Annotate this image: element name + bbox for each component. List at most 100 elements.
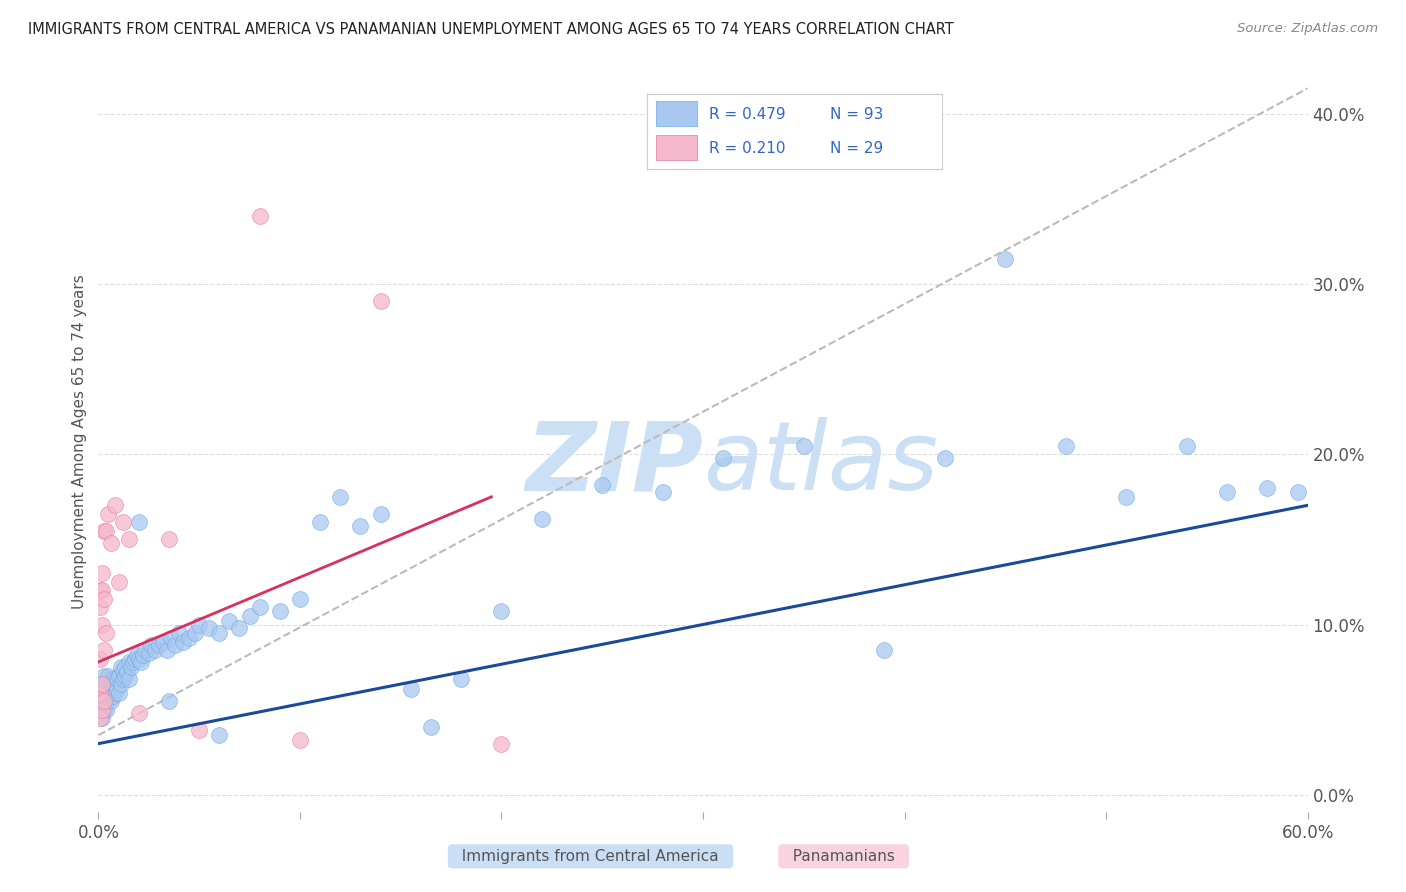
Point [793, 439, 815, 453]
Point [107, 685, 129, 699]
Point [399, 682, 422, 697]
Point [89, 694, 111, 708]
Point [118, 655, 141, 669]
Point [530, 512, 553, 526]
Bar [655, 101, 697, 127]
Text: Source: ZipAtlas.com: Source: ZipAtlas.com [1237, 22, 1378, 36]
Point [93, 703, 115, 717]
Point [105, 672, 128, 686]
Point [97, 507, 120, 521]
Point [93, 668, 115, 682]
Point [1286, 484, 1309, 499]
Point [103, 677, 125, 691]
Point [91, 677, 114, 691]
Point [329, 490, 352, 504]
Point [89, 600, 111, 615]
Point [156, 643, 179, 657]
Point [96, 694, 118, 708]
Text: Panamanians: Panamanians [783, 849, 904, 863]
Point [91, 677, 114, 691]
Point [89, 583, 111, 598]
Point [91, 566, 114, 581]
Point [249, 600, 271, 615]
Point [132, 648, 155, 662]
Point [91, 694, 114, 708]
Point [179, 631, 201, 645]
Point [105, 682, 128, 697]
Point [100, 694, 122, 708]
Point [110, 660, 132, 674]
Point [128, 706, 150, 720]
Point [124, 651, 146, 665]
Point [107, 574, 129, 589]
Point [420, 720, 443, 734]
Point [134, 643, 156, 657]
Point [96, 626, 118, 640]
Text: atlas: atlas [703, 417, 938, 510]
Point [91, 617, 114, 632]
Text: N = 93: N = 93 [830, 107, 883, 121]
Point [1175, 439, 1198, 453]
Point [309, 516, 332, 530]
Point [491, 604, 513, 618]
Point [208, 626, 231, 640]
Point [110, 677, 132, 691]
Point [93, 591, 115, 606]
Point [93, 524, 115, 538]
Point [139, 638, 162, 652]
Point [96, 677, 118, 691]
Point [100, 677, 122, 691]
Point [93, 643, 115, 657]
Point [143, 643, 166, 657]
Point [157, 694, 180, 708]
Point [101, 689, 124, 703]
Point [152, 634, 174, 648]
Point [148, 638, 170, 652]
Point [120, 660, 142, 674]
Point [89, 685, 111, 699]
Point [1216, 484, 1239, 499]
Point [184, 626, 207, 640]
Point [96, 703, 118, 717]
Point [288, 733, 311, 747]
Point [89, 651, 111, 665]
Point [128, 651, 150, 665]
Text: N = 29: N = 29 [830, 141, 883, 156]
Point [370, 507, 392, 521]
Point [93, 694, 115, 708]
Point [93, 694, 115, 708]
Point [96, 685, 118, 699]
Point [89, 685, 111, 699]
Text: Immigrants from Central America: Immigrants from Central America [453, 849, 728, 863]
Point [172, 634, 194, 648]
Point [114, 660, 136, 674]
Point [107, 668, 129, 682]
Point [138, 647, 160, 661]
Point [288, 591, 311, 606]
Point [121, 655, 143, 669]
Text: ZIP: ZIP [524, 417, 703, 510]
Point [97, 668, 120, 682]
Point [118, 672, 141, 686]
Point [269, 604, 291, 618]
Bar [655, 136, 697, 161]
Point [93, 677, 115, 691]
Point [115, 665, 138, 680]
Point [111, 516, 134, 530]
Point [163, 638, 186, 652]
Point [101, 672, 124, 686]
Point [188, 723, 211, 737]
Point [450, 672, 472, 686]
Text: R = 0.210: R = 0.210 [709, 141, 786, 156]
Point [91, 711, 114, 725]
Point [873, 643, 896, 657]
Point [89, 711, 111, 725]
Point [491, 737, 513, 751]
Point [97, 694, 120, 708]
Y-axis label: Unemployment Among Ages 65 to 74 years: Unemployment Among Ages 65 to 74 years [72, 274, 87, 609]
Point [128, 516, 150, 530]
Point [218, 614, 240, 628]
Point [91, 583, 114, 598]
Point [114, 668, 136, 682]
Point [349, 518, 371, 533]
